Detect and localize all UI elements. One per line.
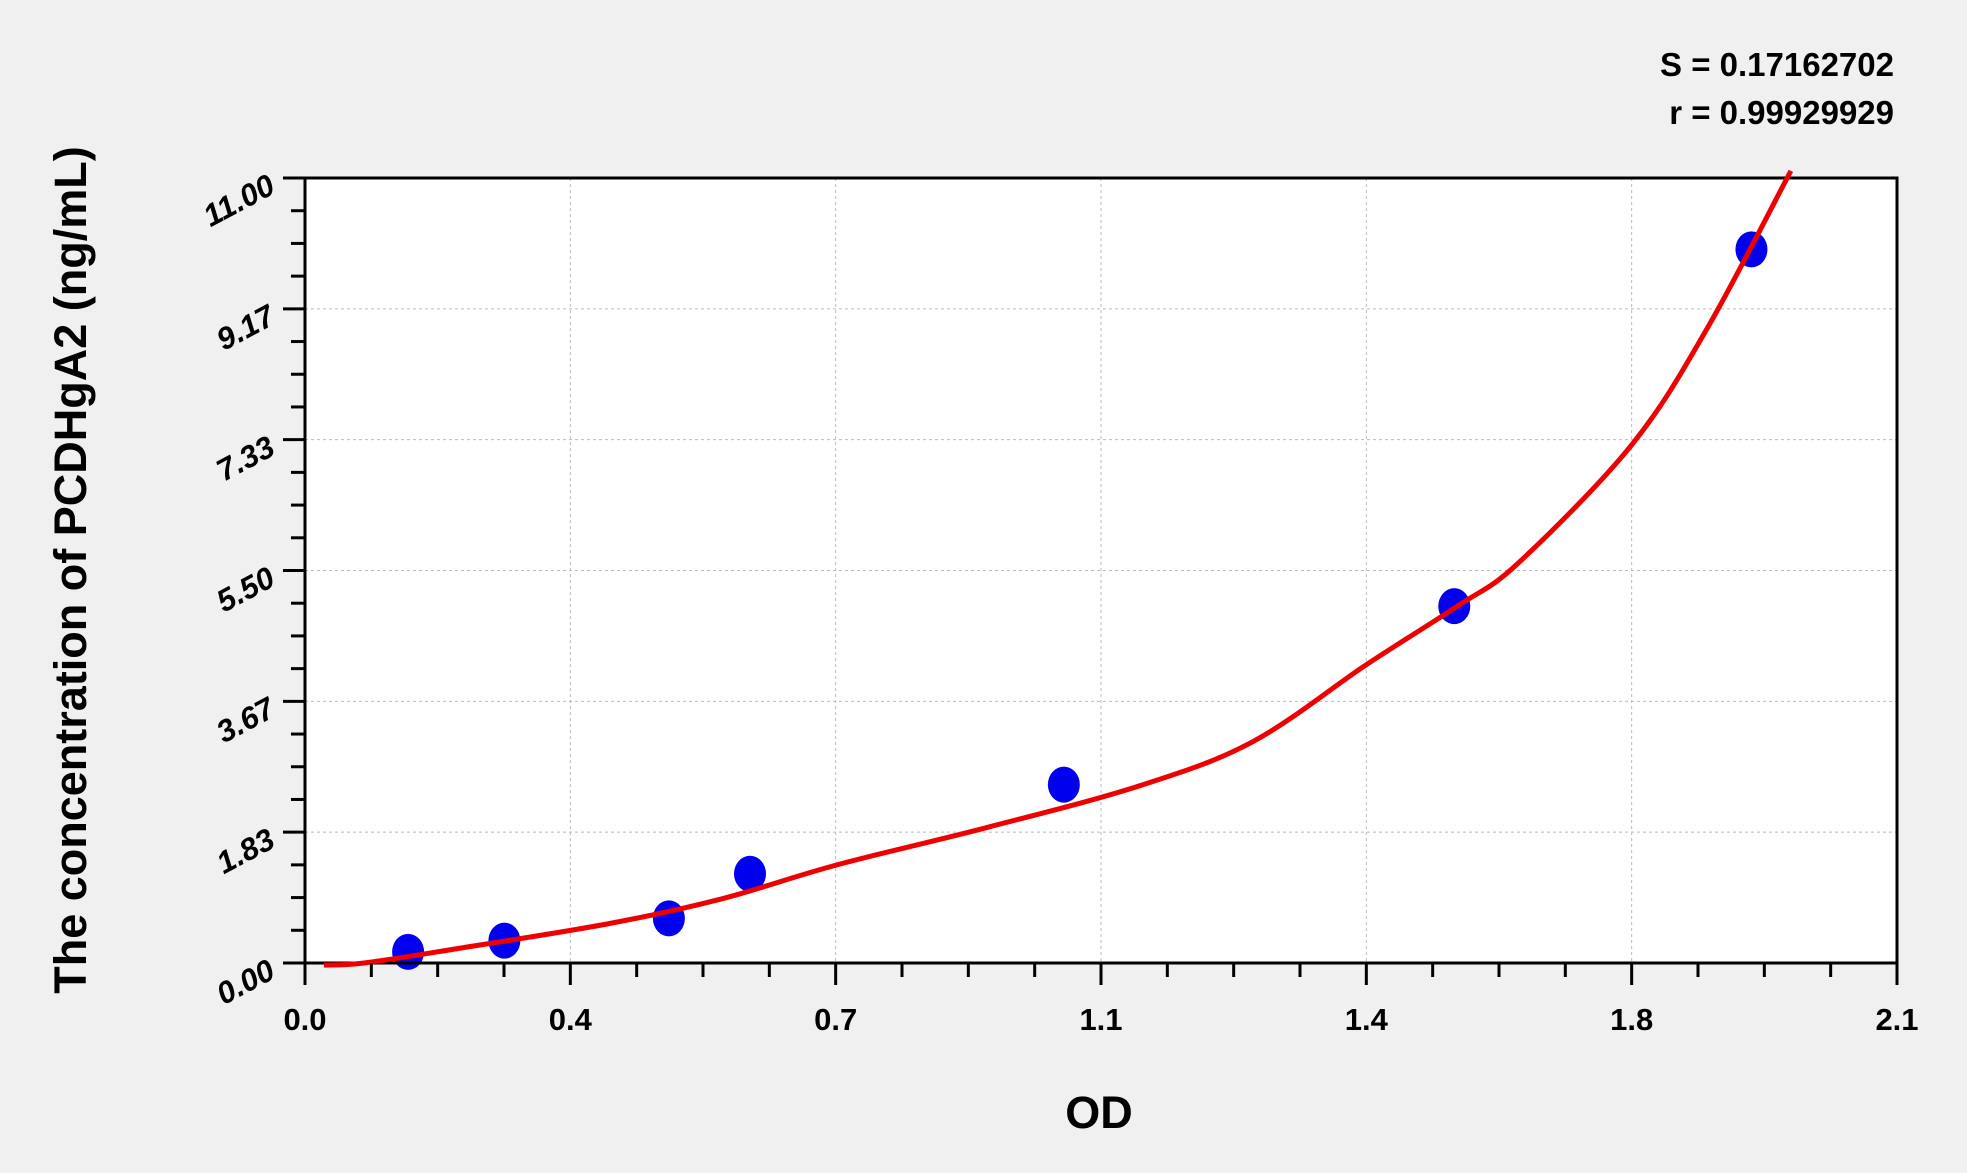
x-tick-label: 2.1 <box>1875 1002 1918 1037</box>
fit-curve-layer <box>323 169 1794 968</box>
y-tick-label: 5.50 <box>211 560 281 619</box>
y-tick-label: 0.00 <box>211 952 281 1011</box>
x-tick-labels: 0.0 0.4 0.7 1.1 1.4 1.8 2.1 <box>283 1002 1918 1037</box>
y-tick-label: 7.33 <box>211 429 281 488</box>
x-tick-label: 1.4 <box>1345 1002 1389 1037</box>
y-tick-label: 9.17 <box>211 297 282 357</box>
x-axis-title: OD <box>1065 1087 1133 1138</box>
x-tick-label: 0.0 <box>283 1002 326 1037</box>
stat-r: r = 0.99929929 <box>1669 94 1894 131</box>
x-tick-label: 0.4 <box>549 1002 593 1037</box>
data-point <box>392 933 425 970</box>
y-tick-labels: 0.00 1.83 3.67 5.50 7.33 9.17 11.00 <box>197 167 281 1011</box>
x-tick-label: 1.8 <box>1610 1002 1653 1037</box>
y-axis-title: The concentration of PCDHgA2 (ng/mL) <box>45 146 96 994</box>
axis-ticks <box>283 176 1899 985</box>
y-tick-label: 1.83 <box>211 821 281 880</box>
data-point <box>734 855 767 892</box>
stat-s: S = 0.17162702 <box>1660 46 1894 83</box>
data-point <box>652 900 685 937</box>
grid-lines <box>305 178 1897 963</box>
fit-curve <box>323 169 1794 968</box>
y-tick-label: 11.00 <box>197 167 280 233</box>
data-point <box>1047 766 1080 803</box>
y-tick-label: 3.67 <box>211 690 282 750</box>
x-tick-label: 0.7 <box>814 1002 857 1037</box>
x-tick-label: 1.1 <box>1079 1002 1122 1037</box>
